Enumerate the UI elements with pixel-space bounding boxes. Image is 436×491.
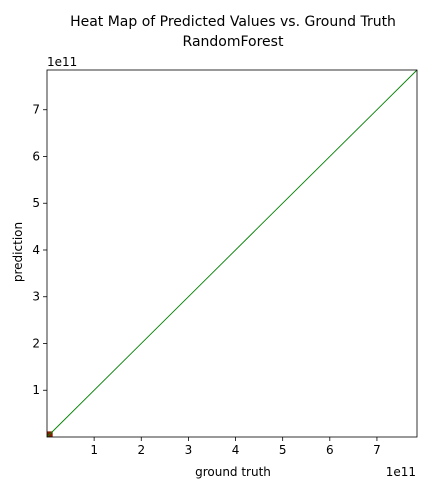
y-tick-label: 5 bbox=[32, 196, 40, 210]
axes-frame bbox=[46, 69, 418, 438]
y-axis-label: prediction bbox=[11, 222, 25, 282]
x-tick-label: 2 bbox=[137, 443, 145, 457]
x-tick-label: 5 bbox=[279, 443, 287, 457]
x-tick-label: 4 bbox=[232, 443, 240, 457]
x-tick-label: 1 bbox=[90, 443, 98, 457]
y-tick-label: 1 bbox=[32, 383, 40, 397]
y-offset-label: 1e11 bbox=[47, 55, 77, 69]
x-offset-label: 1e11 bbox=[386, 465, 416, 479]
plot-area: 1 2 3 4 5 6 7 1 2 3 4 5 6 7 bbox=[32, 69, 418, 457]
identity-line bbox=[46, 69, 418, 438]
y-tick-label: 2 bbox=[32, 336, 40, 350]
x-tick-label: 7 bbox=[373, 443, 381, 457]
chart-subtitle: RandomForest bbox=[183, 34, 284, 50]
x-axis-label: ground truth bbox=[195, 465, 271, 479]
y-tick-label: 6 bbox=[32, 149, 40, 163]
y-tick-label: 7 bbox=[32, 103, 40, 117]
y-tick-label: 4 bbox=[32, 243, 40, 257]
y-tick-label: 3 bbox=[32, 290, 40, 304]
x-tick-label: 6 bbox=[326, 443, 334, 457]
x-tick-label: 3 bbox=[185, 443, 193, 457]
chart-title: Heat Map of Predicted Values vs. Ground … bbox=[70, 14, 396, 30]
